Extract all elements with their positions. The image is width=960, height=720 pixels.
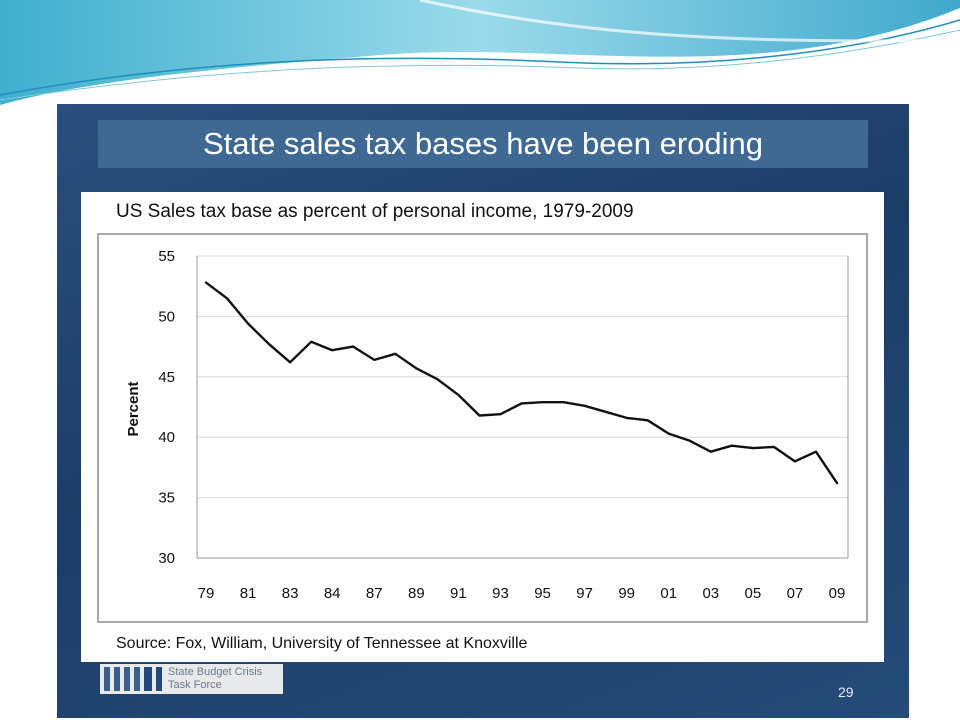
- axes: [196, 256, 849, 559]
- y-tick-labels: 30 35 40 45 50 55: [158, 248, 175, 567]
- chart-source: Source: Fox, William, University of Tenn…: [116, 635, 528, 652]
- x-tick-labels: 79 81 83 84 87 89 91 93 95 97 99 01 03 05 07 09: [198, 585, 846, 602]
- x-tick-09: 09: [829, 585, 846, 602]
- y-tick-55: 55: [158, 248, 175, 265]
- chart-title: US Sales tax base as percent of personal…: [116, 201, 634, 222]
- x-tick-01: 01: [660, 585, 677, 602]
- x-tick-99: 99: [618, 585, 635, 602]
- y-tick-30: 30: [158, 550, 175, 567]
- y-axis-label: Percent: [125, 381, 142, 436]
- x-tick-97: 97: [576, 585, 593, 602]
- x-tick-83: 83: [282, 585, 299, 602]
- slide-number: 29: [838, 684, 854, 700]
- x-tick-79: 79: [198, 585, 215, 602]
- logo-text: State Budget Crisis Task Force: [168, 666, 262, 692]
- x-tick-87: 87: [366, 585, 383, 602]
- y-tick-35: 35: [158, 490, 175, 507]
- series-lines: [204, 281, 839, 485]
- slide-title: State sales tax bases have been eroding: [202, 126, 764, 161]
- slide-title-bar: State sales tax bases have been eroding: [98, 120, 868, 168]
- x-tick-89: 89: [408, 585, 425, 602]
- y-tick-40: 40: [158, 429, 175, 446]
- x-tick-03: 03: [702, 585, 719, 602]
- x-tick-91: 91: [450, 585, 467, 602]
- x-tick-93: 93: [492, 585, 509, 602]
- x-tick-84: 84: [324, 585, 341, 602]
- y-tick-45: 45: [158, 369, 175, 386]
- grid-lines: [197, 255, 848, 559]
- x-tick-95: 95: [534, 585, 551, 602]
- logo-line-2: Task Force: [168, 679, 222, 691]
- series-line-0: [204, 281, 839, 485]
- task-force-logo: State Budget Crisis Task Force: [100, 664, 283, 694]
- x-tick-07: 07: [787, 585, 804, 602]
- logo-bars-icon: [104, 667, 164, 691]
- logo-line-1: State Budget Crisis: [168, 666, 263, 678]
- y-tick-50: 50: [158, 308, 175, 325]
- header-swoosh-decoration: [0, 0, 960, 105]
- x-tick-81: 81: [240, 585, 257, 602]
- x-tick-05: 05: [745, 585, 762, 602]
